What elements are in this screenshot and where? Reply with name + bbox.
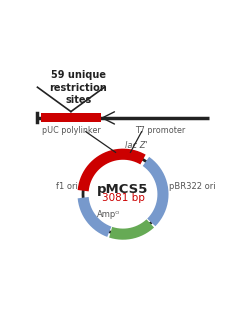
Text: sites: sites [65, 95, 91, 105]
Text: lac Z': lac Z' [125, 141, 147, 150]
Text: 3081 bp: 3081 bp [102, 193, 144, 203]
FancyBboxPatch shape [41, 113, 101, 122]
Text: restriction: restriction [49, 83, 107, 93]
Text: f1 ori: f1 ori [55, 182, 78, 191]
Text: pMCS5: pMCS5 [97, 183, 149, 196]
Text: 59 unique: 59 unique [51, 70, 106, 80]
Text: Ampᴼ: Ampᴼ [96, 210, 120, 219]
Text: pUC polylinker: pUC polylinker [42, 126, 100, 135]
Text: pBR322 ori: pBR322 ori [168, 182, 215, 191]
Text: T7 promoter: T7 promoter [135, 126, 185, 135]
